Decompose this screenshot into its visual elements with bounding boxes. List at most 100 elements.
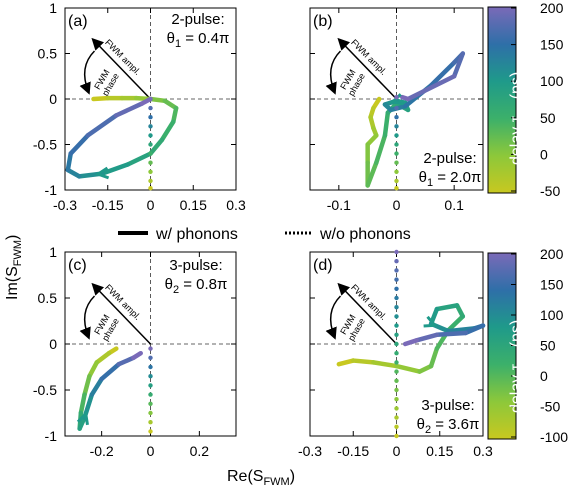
- data-point: [394, 169, 399, 174]
- data-point: [394, 305, 399, 310]
- x-axis-label: Re(SFWM): [227, 468, 295, 487]
- fwm-phase-arrow: [79, 50, 96, 95]
- x-tick-label: 0.1: [444, 197, 464, 213]
- trajectory-segment: [159, 119, 176, 143]
- data-point: [394, 314, 399, 319]
- legend-with-phonons: w/ phonons: [155, 226, 238, 243]
- y-axis-label: Im(SFWM): [4, 235, 24, 300]
- data-point: [148, 346, 153, 351]
- colorbar-tick-label: 200: [540, 0, 564, 16]
- fwm-phase-arrow: [325, 295, 342, 340]
- colorbar-tick-label: -50: [540, 183, 560, 199]
- data-point: [394, 360, 399, 365]
- x-tick-label: 0.3: [226, 197, 246, 213]
- data-point: [394, 387, 399, 393]
- trajectory-segment: [89, 376, 104, 397]
- panel-annotation-line1: 3-pulse:: [169, 257, 222, 274]
- colorbar-tick-label: -50: [540, 399, 560, 415]
- trajectory-segment: [371, 360, 399, 369]
- direction-arrow: [94, 166, 110, 180]
- colorbar-tick-label: 200: [540, 246, 564, 262]
- trajectory-segment: [65, 151, 73, 173]
- data-point: [148, 142, 153, 147]
- panel-annotation-line1: 2-pulse:: [423, 150, 476, 167]
- fwm-phase-label: FWMphase: [337, 66, 367, 97]
- data-point: [148, 420, 153, 425]
- fwm-phase-arrow: [325, 50, 342, 95]
- trajectory-segment: [116, 355, 136, 367]
- data-point: [394, 397, 399, 402]
- panel-label: (b): [313, 13, 333, 30]
- series-without-phonons: [394, 249, 399, 439]
- trajectory-segment: [87, 360, 100, 379]
- data-point: [394, 424, 399, 429]
- data-point: [148, 105, 153, 111]
- data-point: [148, 392, 153, 397]
- data-point: [148, 364, 153, 370]
- trajectory-segment: [99, 162, 130, 176]
- data-point: [148, 169, 153, 174]
- data-point: [394, 115, 399, 120]
- fwm-phase-label: FWMphase: [337, 311, 367, 342]
- fwm-phase-label: FWMphase: [91, 311, 121, 342]
- panel-annotation-line2: θ2 = 0.8π: [165, 276, 228, 296]
- y-tick-label: 1: [49, 244, 57, 260]
- data-point: [148, 383, 153, 388]
- series-without-phonons: [394, 94, 399, 191]
- colorbar-tick-label: 100: [540, 73, 564, 89]
- data-point: [394, 295, 399, 301]
- trajectory-segment: [351, 358, 376, 365]
- series-without-phonons: [148, 96, 153, 191]
- data-point: [394, 94, 399, 100]
- trajectory-segment: [171, 105, 179, 124]
- colorbar-tick-label: 0: [540, 146, 548, 162]
- x-tick-label: -0.15: [92, 197, 124, 213]
- trajectory-segment: [68, 133, 91, 156]
- trajectory-segment: [85, 113, 119, 138]
- y-tick-label: 1: [49, 0, 57, 16]
- data-point: [394, 277, 399, 282]
- trajectory-segment: [78, 392, 87, 416]
- y-tick-label: -0.5: [33, 382, 57, 398]
- data-point: [394, 124, 399, 129]
- colorbar-tick-label: 0: [540, 368, 548, 384]
- colorbar-tick-label: 150: [540, 37, 564, 53]
- trajectory-segment: [434, 330, 468, 338]
- trajectory-segment: [91, 95, 110, 102]
- x-tick-label: 0: [393, 443, 401, 459]
- series-with-phonons: [65, 95, 179, 180]
- colorbar-tick-label: 150: [540, 277, 564, 293]
- trajectory-segment: [148, 96, 167, 104]
- data-point: [394, 151, 399, 156]
- x-tick-label: 0: [393, 197, 401, 213]
- fwm-amplitude-arrow: [91, 37, 152, 100]
- panel-annotation-line1: 2-pulse:: [171, 11, 224, 28]
- data-point: [148, 178, 153, 184]
- trajectory-segment: [428, 60, 457, 88]
- data-point: [148, 401, 153, 406]
- series-with-phonons: [365, 51, 466, 188]
- panel-d: -0.3 -0.15 0 0.15 0.3 (d) 3-pulse: θ2 = 3.6π FWM…: [298, 249, 493, 459]
- data-point: [394, 332, 399, 337]
- data-point: [394, 249, 399, 255]
- direction-arrow: [76, 410, 89, 426]
- data-point: [394, 323, 399, 328]
- trajectory-segment: [451, 51, 466, 79]
- data-point: [394, 341, 399, 347]
- fwm-amplitude-arrow: [91, 282, 152, 345]
- data-point: [148, 429, 153, 434]
- data-point: [148, 151, 153, 156]
- colorbar-tick-label: 100: [540, 307, 564, 323]
- x-tick-label: -0.2: [90, 443, 114, 459]
- trajectory-segment: [428, 346, 440, 369]
- x-tick-label: 0: [147, 197, 155, 213]
- data-point: [394, 178, 399, 184]
- trajectory-segment: [94, 350, 112, 365]
- colorbar-tick-label: 50: [540, 110, 556, 126]
- colorbar-top: 200 150 100 50 0 -50 delay τ12 (ps): [487, 0, 564, 199]
- y-tick-label: 0: [49, 336, 57, 352]
- x-tick-label: -0.1: [327, 197, 351, 213]
- y-tick-label: -1: [45, 428, 58, 444]
- fwm-phase-label: FWMphase: [91, 66, 121, 97]
- fwm-amplitude-arrow: [337, 37, 398, 100]
